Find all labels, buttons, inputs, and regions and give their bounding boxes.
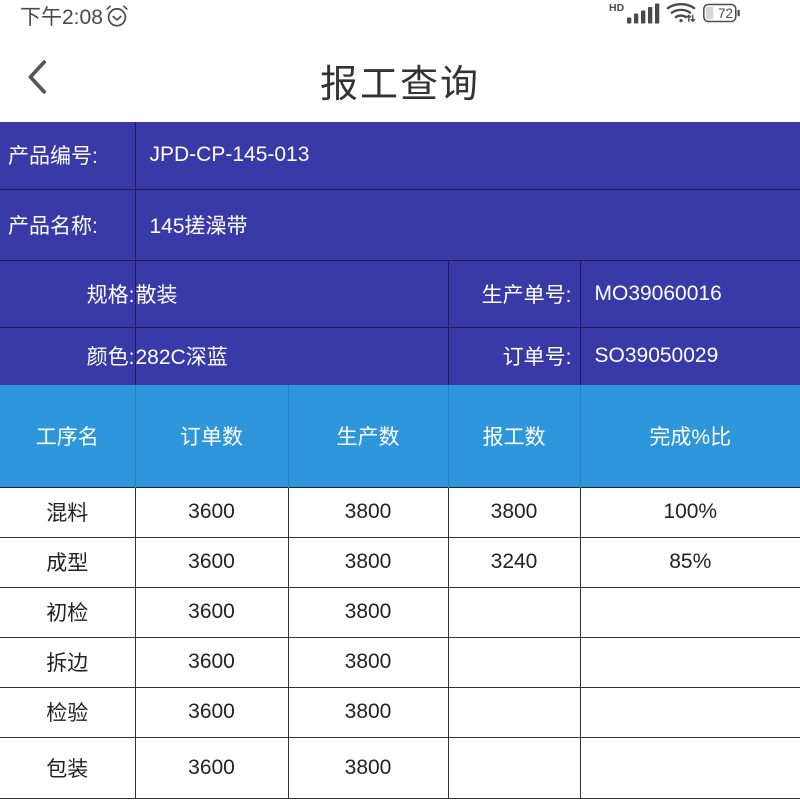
svg-text:72: 72 xyxy=(718,6,733,21)
